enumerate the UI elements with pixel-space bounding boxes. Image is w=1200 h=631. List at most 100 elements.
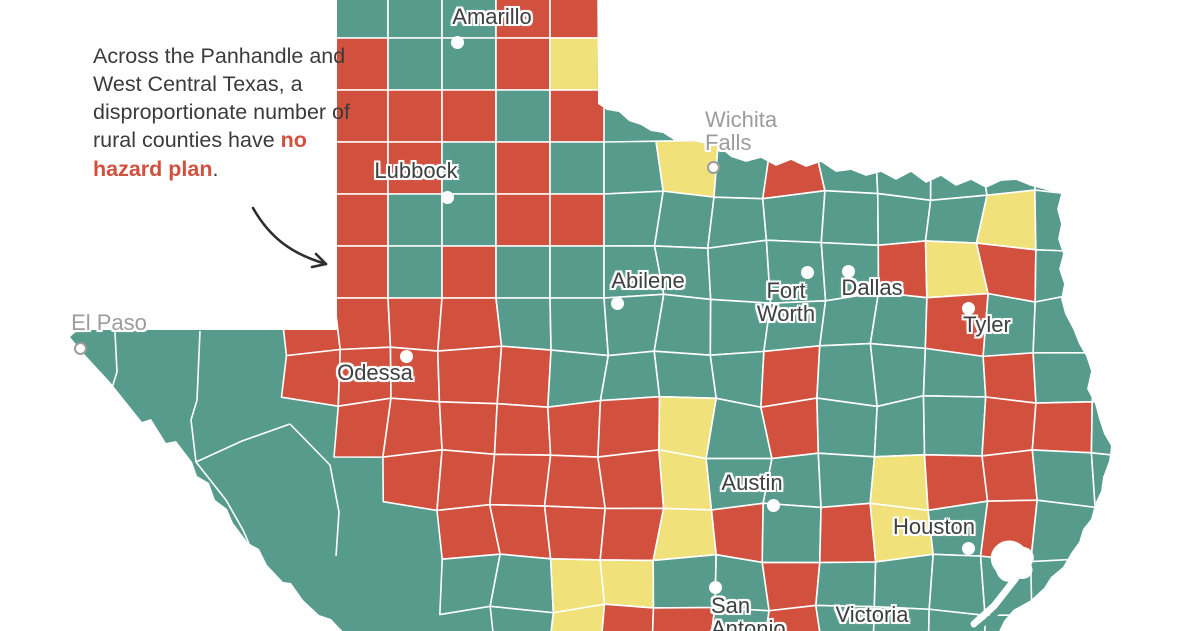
county-shape[interactable]	[869, 453, 929, 512]
county-shape[interactable]	[387, 245, 443, 299]
county-shape[interactable]	[436, 297, 503, 352]
county-shape[interactable]	[815, 604, 876, 631]
county-shape[interactable]	[549, 193, 605, 247]
county-shape[interactable]	[597, 395, 661, 458]
county-shape[interactable]	[874, 135, 932, 202]
county-shape[interactable]	[653, 190, 715, 250]
county-shape[interactable]	[489, 553, 555, 614]
county-shape[interactable]	[658, 449, 713, 511]
county-shape[interactable]	[549, 141, 605, 195]
county-shape[interactable]	[816, 397, 878, 458]
county-shape[interactable]	[495, 193, 551, 247]
county-shape[interactable]	[876, 192, 932, 247]
county-shape[interactable]	[817, 452, 876, 509]
county-shape[interactable]	[871, 605, 930, 631]
county-shape[interactable]	[333, 245, 389, 299]
county-shape[interactable]	[873, 553, 934, 611]
county-shape[interactable]	[493, 402, 552, 456]
county-shape[interactable]	[279, 297, 342, 357]
county-shape[interactable]	[760, 344, 821, 409]
county-shape[interactable]	[438, 400, 498, 456]
county-shape[interactable]	[495, 89, 551, 143]
county-shape[interactable]	[873, 394, 926, 458]
county-shape[interactable]	[652, 553, 717, 609]
county-shape[interactable]	[706, 606, 770, 631]
county-shape[interactable]	[760, 397, 820, 460]
county-shape[interactable]	[488, 453, 552, 507]
county-shape[interactable]	[653, 293, 712, 356]
county-shape[interactable]	[496, 345, 552, 408]
county-shape[interactable]	[436, 449, 496, 512]
county-shape[interactable]	[495, 245, 551, 299]
county-shape[interactable]	[818, 291, 880, 347]
county-shape[interactable]	[495, 141, 551, 195]
county-shape[interactable]	[387, 0, 443, 39]
county-shape[interactable]	[598, 603, 655, 631]
county-shape[interactable]	[280, 348, 342, 407]
county-shape[interactable]	[543, 505, 606, 561]
county-shape[interactable]	[495, 37, 551, 91]
county-shape[interactable]	[812, 135, 879, 195]
county-shape[interactable]	[387, 89, 443, 143]
county-shape[interactable]	[488, 503, 552, 560]
county-shape[interactable]	[387, 37, 443, 91]
county-shape[interactable]	[869, 291, 928, 350]
county-shape[interactable]	[546, 603, 606, 631]
county-shape[interactable]	[387, 193, 443, 247]
county-shape[interactable]	[387, 297, 443, 352]
county-shape[interactable]	[1090, 400, 1149, 460]
county-shape[interactable]	[547, 349, 610, 408]
county-shape[interactable]	[495, 297, 552, 351]
county-shape[interactable]	[603, 140, 664, 195]
county-shape[interactable]	[928, 553, 986, 617]
county-shape[interactable]	[333, 397, 392, 458]
county-shape[interactable]	[761, 189, 826, 244]
county-shape[interactable]	[549, 245, 605, 299]
county-shape[interactable]	[815, 561, 877, 608]
county-shape[interactable]	[818, 502, 877, 564]
county-shape[interactable]	[599, 350, 661, 402]
county-shape[interactable]	[760, 604, 826, 631]
county-shape[interactable]	[382, 449, 443, 512]
county-shape[interactable]	[706, 196, 768, 250]
county-shape[interactable]	[436, 345, 503, 405]
county-shape[interactable]	[597, 449, 665, 510]
county-shape[interactable]	[1090, 452, 1149, 509]
county-shape[interactable]	[382, 397, 443, 458]
county-shape[interactable]	[1032, 290, 1094, 354]
county-shape[interactable]	[929, 135, 988, 202]
county-shape[interactable]	[1029, 499, 1096, 563]
county-shape[interactable]	[333, 193, 389, 247]
county-shape[interactable]	[981, 449, 1038, 502]
county-shape[interactable]	[441, 37, 497, 91]
county-shape[interactable]	[549, 558, 606, 614]
county-shape[interactable]	[489, 605, 555, 631]
county-shape[interactable]	[1032, 352, 1094, 404]
county-shape[interactable]	[816, 342, 878, 408]
county-shape[interactable]	[1034, 136, 1093, 197]
county-shape[interactable]	[922, 347, 987, 398]
county-shape[interactable]	[653, 350, 718, 400]
county-shape[interactable]	[549, 297, 610, 357]
county-shape[interactable]	[650, 606, 716, 631]
county-shape[interactable]	[1031, 449, 1096, 509]
county-shape[interactable]	[599, 559, 655, 609]
county-shape[interactable]	[549, 89, 605, 143]
county-shape[interactable]	[761, 502, 822, 564]
county-shape[interactable]	[543, 454, 606, 510]
county-shape[interactable]	[603, 190, 664, 247]
county-shape[interactable]	[547, 399, 602, 458]
county-shape[interactable]	[549, 37, 605, 91]
county-shape[interactable]	[975, 135, 1039, 197]
county-shape[interactable]	[982, 352, 1037, 404]
county-shape[interactable]	[333, 297, 392, 351]
county-shape[interactable]	[549, 0, 605, 39]
county-shape[interactable]	[441, 89, 497, 143]
county-shape[interactable]	[441, 245, 497, 299]
county-shape[interactable]	[1031, 400, 1094, 454]
county-shape[interactable]	[710, 502, 764, 564]
county-shape[interactable]	[922, 394, 987, 457]
county-shape[interactable]	[1034, 249, 1090, 303]
county-shape[interactable]	[820, 189, 880, 247]
county-shape[interactable]	[1034, 189, 1090, 253]
